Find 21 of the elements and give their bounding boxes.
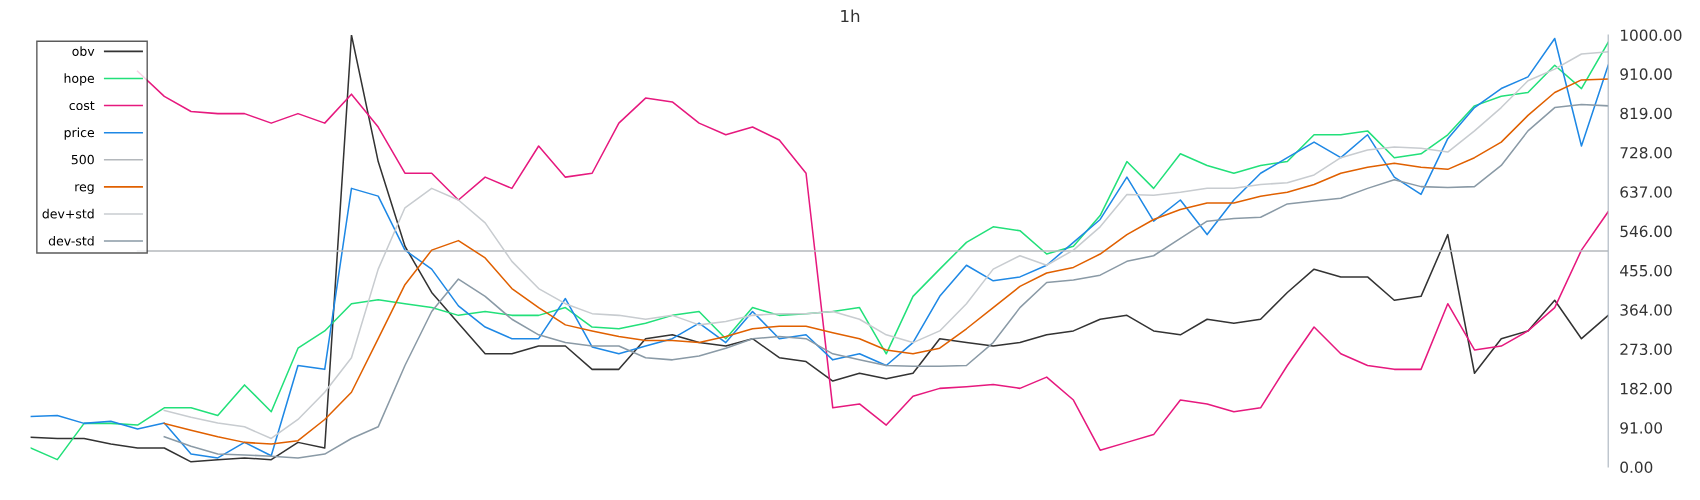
legend-label: hope [64,73,95,86]
legend-label: cost [69,101,95,111]
y-tick-label: 728.00 [1620,146,1672,159]
y-tick-label: 182.00 [1620,382,1672,395]
chart-title: 1h [841,9,860,23]
legend-label: dev-std [48,235,94,246]
y-tick-label: 455.00 [1620,264,1672,277]
y-tick-label: 910.00 [1620,68,1672,80]
legend-label: reg [75,184,94,194]
legend-label: obv [72,46,95,56]
y-tick-label: 546.00 [1620,225,1672,238]
y-tick-label: 273.00 [1620,343,1672,356]
y-tick-label: 637.00 [1620,186,1672,198]
y-tick-label: 0.00 [1620,461,1653,474]
legend-label: dev+std [42,208,94,219]
y-tick-label: 1000.00 [1620,29,1682,42]
y-tick-label: 91.00 [1620,422,1663,434]
legend-label: price [64,127,95,140]
legend-label: 500 [71,154,94,165]
y-tick-label: 364.00 [1620,304,1672,316]
y-tick-label: 819.00 [1620,107,1672,120]
